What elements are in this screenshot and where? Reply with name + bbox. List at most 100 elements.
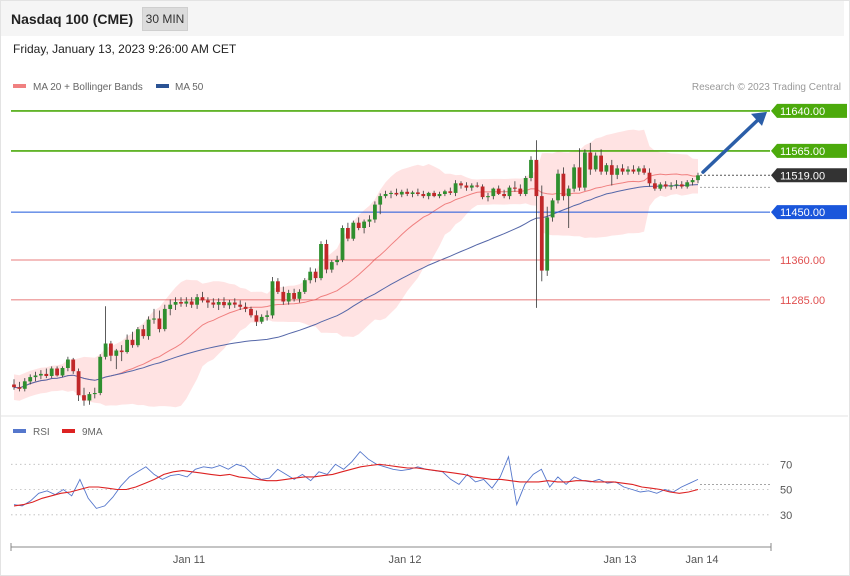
candle (22, 378, 27, 392)
candle (356, 217, 361, 231)
candle (491, 187, 496, 200)
candle (103, 306, 108, 360)
level-tag-0 (771, 103, 847, 118)
candle (141, 324, 146, 339)
candle (367, 215, 372, 227)
candle (297, 289, 302, 303)
candle (513, 181, 517, 192)
time-tick: Jan 11 (173, 554, 205, 566)
candle (475, 182, 480, 188)
candle (12, 379, 16, 390)
candle (152, 308, 156, 324)
candle (292, 288, 296, 302)
candle (486, 192, 490, 202)
rsi-tick-70: 70 (780, 459, 792, 471)
candle (362, 219, 366, 234)
candle (389, 190, 393, 199)
candle (383, 190, 388, 199)
candle (324, 239, 329, 274)
level-label-5: 11285.00 (780, 295, 825, 307)
candle (399, 189, 404, 198)
candle (206, 297, 210, 308)
candle (270, 277, 275, 319)
candle (335, 255, 339, 266)
level-label-1: 11565.00 (780, 146, 825, 158)
candle (577, 148, 582, 191)
candle (319, 241, 323, 281)
candle (17, 381, 22, 392)
candle (696, 172, 700, 184)
level-label-4: 11360.00 (780, 255, 825, 267)
candle (39, 370, 43, 380)
legend-swatch-9ma (62, 429, 75, 433)
header-bar: Nasdaq 100 (CME) 30 MIN (1, 1, 844, 36)
candle (507, 185, 512, 200)
candle (92, 387, 97, 399)
candle (453, 180, 458, 197)
candle (157, 310, 162, 333)
bollinger-band (14, 129, 698, 408)
time-tick: Jan 14 (685, 554, 718, 566)
candle (254, 310, 259, 326)
candle (636, 166, 641, 175)
interval-badge[interactable]: 30 MIN (142, 7, 188, 31)
level-tag-3 (771, 205, 847, 220)
candle (49, 366, 54, 379)
candle (647, 168, 652, 187)
level-label-0: 11640.00 (780, 106, 825, 118)
candle (663, 181, 668, 189)
candle (642, 165, 646, 175)
candle (583, 149, 587, 191)
candle (550, 198, 555, 222)
candle (55, 366, 59, 377)
candle (373, 201, 377, 223)
candle (653, 179, 657, 191)
candle (593, 152, 598, 172)
candle (464, 182, 469, 191)
instrument-title: Nasdaq 100 (CME) (11, 11, 134, 27)
candle (195, 294, 199, 309)
candle (232, 298, 237, 308)
candle (529, 156, 533, 182)
candle (378, 193, 383, 215)
candle (313, 268, 318, 283)
level-label-3: 11450.00 (780, 207, 825, 219)
candle (33, 371, 38, 382)
candle (109, 340, 113, 362)
candle (572, 164, 576, 192)
candle (545, 206, 550, 276)
date-line: Friday, January 13, 2023 9:26:00 AM CET (13, 42, 237, 56)
candle (496, 185, 501, 195)
candle (222, 297, 226, 308)
price-legend: MA 20 + Bollinger Bands MA 50 (13, 82, 204, 93)
candle (87, 392, 92, 405)
ma50-line (13, 184, 699, 389)
candle (130, 331, 135, 348)
rsi-tick-30: 30 (780, 510, 792, 522)
candle (421, 190, 426, 199)
candle (168, 299, 173, 316)
candle (443, 189, 447, 197)
candle (179, 297, 183, 307)
candle (189, 297, 194, 308)
candle (523, 175, 528, 197)
candle (674, 180, 679, 189)
candle (216, 298, 221, 310)
candle (119, 345, 124, 362)
candle (340, 225, 345, 263)
candle (243, 302, 248, 313)
candle (620, 164, 625, 175)
candle (437, 191, 442, 199)
candle (200, 291, 205, 303)
candle (588, 142, 593, 175)
candle (405, 188, 410, 197)
legend-swatch-ma20 (13, 84, 26, 88)
rsi-ma-line (13, 463, 699, 507)
legend-9ma: 9MA (82, 427, 103, 438)
rsi-line (13, 450, 699, 509)
candle (136, 327, 140, 348)
forecast-arrow-head (751, 111, 767, 126)
candle (432, 190, 436, 198)
time-tick: Jan 12 (388, 554, 421, 566)
candle (626, 166, 630, 175)
